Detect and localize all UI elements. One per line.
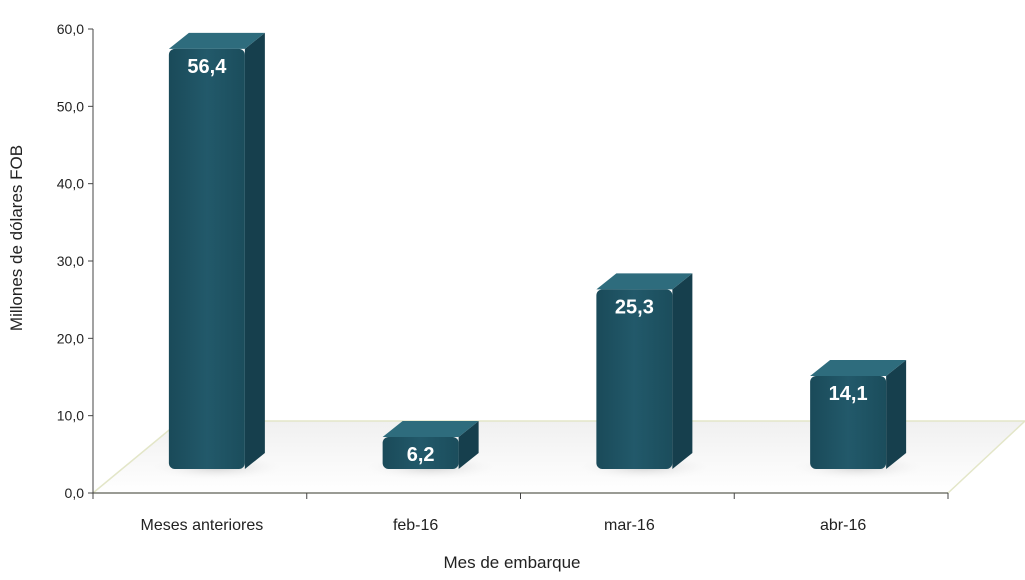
y-axis-title: Millones de dólares FOB: [7, 145, 26, 331]
bar-front: [596, 289, 673, 469]
bar-front: [168, 48, 245, 470]
data-label: 25,3: [615, 296, 654, 318]
y-tick-label: 30,0: [57, 253, 84, 269]
x-tick-label: feb-16: [393, 517, 438, 534]
data-label: 6,2: [407, 444, 435, 466]
bar: 6,2: [358, 421, 503, 481]
data-label: 14,1: [829, 383, 868, 405]
bar-top: [168, 32, 265, 49]
bar-top: [810, 359, 907, 376]
y-tick-label: 40,0: [57, 176, 84, 192]
bar-front: [810, 375, 887, 469]
bar-side: [886, 359, 907, 469]
bar-side: [244, 32, 265, 470]
bar-layer: 56,4 6,2 25,3 14,1: [144, 32, 931, 481]
bar-top: [596, 273, 693, 290]
x-tick-label: Meses anteriores: [141, 517, 264, 534]
y-tick-label: 10,0: [57, 408, 84, 424]
y-tick-label: 20,0: [57, 330, 84, 346]
bar-front: [382, 437, 459, 469]
y-tick-label: 50,0: [57, 98, 84, 114]
x-tick-label: abr-16: [820, 517, 866, 534]
bar-side: [458, 421, 479, 469]
x-tick-label: mar-16: [604, 517, 655, 534]
bar-side: [672, 273, 693, 469]
axis-layer: 0,0 10,0 20,0 30,0 40,0 50,0 60,0 Meses anterio…: [57, 21, 949, 534]
bar: 14,1: [785, 359, 931, 481]
y-tick-label: 60,0: [57, 21, 84, 37]
y-tick-label: 0,0: [65, 485, 85, 501]
x-axis-title: Mes de embarque: [443, 553, 580, 572]
bar: 25,3: [572, 273, 717, 481]
bar-top: [382, 421, 479, 438]
bar: 56,4: [144, 32, 290, 481]
data-label: 56,4: [187, 56, 227, 78]
